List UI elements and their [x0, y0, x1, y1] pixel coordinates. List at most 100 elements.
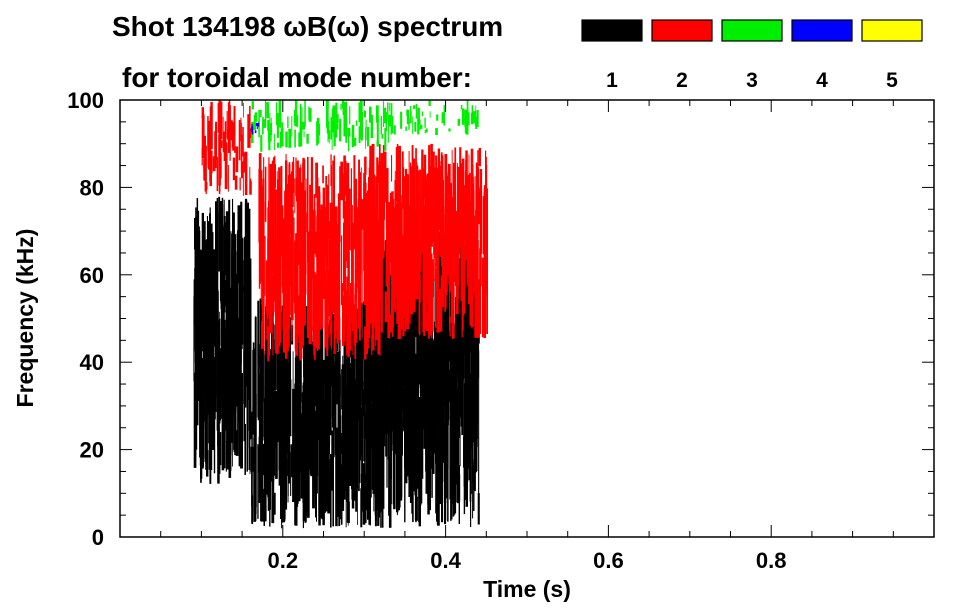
spectrum-streak [437, 218, 440, 271]
spectrum-streak [363, 110, 366, 118]
spectrum-streak [403, 176, 406, 265]
spectrum-streak [219, 201, 222, 301]
spectrum-streak [335, 206, 338, 298]
spectrum-streak [344, 201, 347, 243]
spectrum-streak [208, 413, 212, 470]
spectrum-streak [297, 364, 300, 467]
spectrum-streak [201, 212, 204, 342]
spectrum-streak [384, 305, 388, 322]
spectrum-streak [295, 157, 297, 196]
spectrum-streak [393, 125, 396, 135]
legend: 1 2 3 4 5 [581, 19, 923, 92]
spectrum-streak [387, 270, 390, 338]
spectrum-streak [251, 495, 254, 525]
spectrum-streak [288, 439, 290, 484]
spectrum-streak [340, 161, 344, 201]
spectrum-streak [320, 370, 322, 408]
spectrum-streak [234, 175, 238, 190]
spectrum-streak [299, 250, 300, 359]
spectrum-streak [255, 122, 259, 126]
spectrum-streak [391, 155, 393, 182]
spectrum-streak [333, 163, 335, 264]
spectrum-streak [243, 351, 245, 442]
spectrum-streak [414, 121, 417, 132]
spectrum-streak [405, 215, 407, 253]
legend-swatch-4 [791, 19, 853, 42]
spectrum-streak [244, 424, 246, 475]
legend-label-3: 3 [746, 69, 758, 92]
spectrum-streak [333, 127, 336, 147]
spectrum-streak [464, 120, 467, 134]
spectrum-streak [378, 319, 380, 337]
spectrum-streak [351, 124, 355, 148]
spectrum-streak [358, 372, 360, 492]
spectrum-streak [390, 218, 392, 250]
spectrum-streak [424, 286, 427, 386]
spectrum-streak [400, 195, 402, 290]
spectrum-streak [294, 427, 298, 526]
spectrum-streak [278, 188, 282, 261]
spectrum-streak [325, 176, 328, 267]
spectrum-streak [412, 116, 414, 134]
spectrum-streak [406, 365, 410, 444]
spectrum-streak [378, 220, 380, 319]
chart-title-line2: for toroidal mode number: [122, 62, 472, 93]
spectrum-streak [370, 225, 373, 318]
spectrum-streak [470, 282, 472, 375]
spectrum-streak [305, 378, 309, 473]
spectrum-streak [377, 314, 381, 449]
spectrum-streak [349, 106, 351, 125]
spectrum-streak [417, 107, 420, 125]
spectrum-streak [222, 336, 223, 395]
spectrum-streak [342, 295, 345, 346]
spectrum-streak [416, 215, 419, 267]
spectrum-streak [247, 208, 251, 314]
spectrum-streak [271, 218, 273, 260]
spectrum-streak [316, 117, 320, 144]
spectrum-streak [345, 426, 347, 528]
spectrum-streak [413, 232, 417, 264]
spectrum-streak [251, 131, 254, 135]
spectrum-streak [411, 145, 414, 226]
spectrum-streak [401, 151, 404, 209]
spectrum-streak [303, 131, 305, 138]
spectrum-streak [280, 460, 282, 505]
spectrum-streak [274, 164, 276, 189]
spectrum-streak [194, 268, 196, 327]
spectrum-streak [320, 234, 324, 325]
spectrum-streak [409, 252, 411, 324]
x-tick-label: 0.4 [430, 548, 461, 573]
spectrum-streak [421, 111, 423, 117]
spectrum-streak [486, 231, 488, 334]
spectrum-streak [392, 300, 394, 411]
spectrum-streak [330, 208, 333, 233]
spectrum-streak [419, 119, 421, 131]
spectrum-streak [304, 190, 306, 236]
spectrum-streak [271, 312, 273, 372]
spectrum-streak [365, 415, 369, 511]
spectrum-streak [348, 188, 351, 251]
spectrum-streak [414, 379, 418, 491]
spectrum-streak [279, 321, 282, 431]
spectrum-streak [423, 278, 426, 336]
spectrum-streak [298, 132, 301, 147]
spectrum-streak [420, 354, 423, 472]
spectrum-streak [267, 328, 270, 415]
spectrum-streak [425, 294, 428, 415]
spectrum-streak [402, 167, 405, 194]
spectrum-streak [395, 147, 399, 203]
spectrum-streak [287, 116, 289, 128]
spectrum-streak [443, 105, 445, 123]
spectrum-streak [253, 437, 256, 522]
legend-label-2: 2 [676, 69, 688, 92]
spectrum-streak [456, 395, 458, 503]
spectrum-streak [274, 324, 277, 390]
spectrum-streak [208, 120, 211, 170]
spectrum-streak [318, 326, 321, 412]
spectrum-streak [269, 163, 273, 257]
spectrum-streak [356, 209, 358, 294]
spectrum-streak [453, 276, 455, 315]
spectrum-streak [422, 205, 426, 263]
spectrum-streak [359, 230, 361, 341]
spectrum-streak [466, 174, 470, 278]
